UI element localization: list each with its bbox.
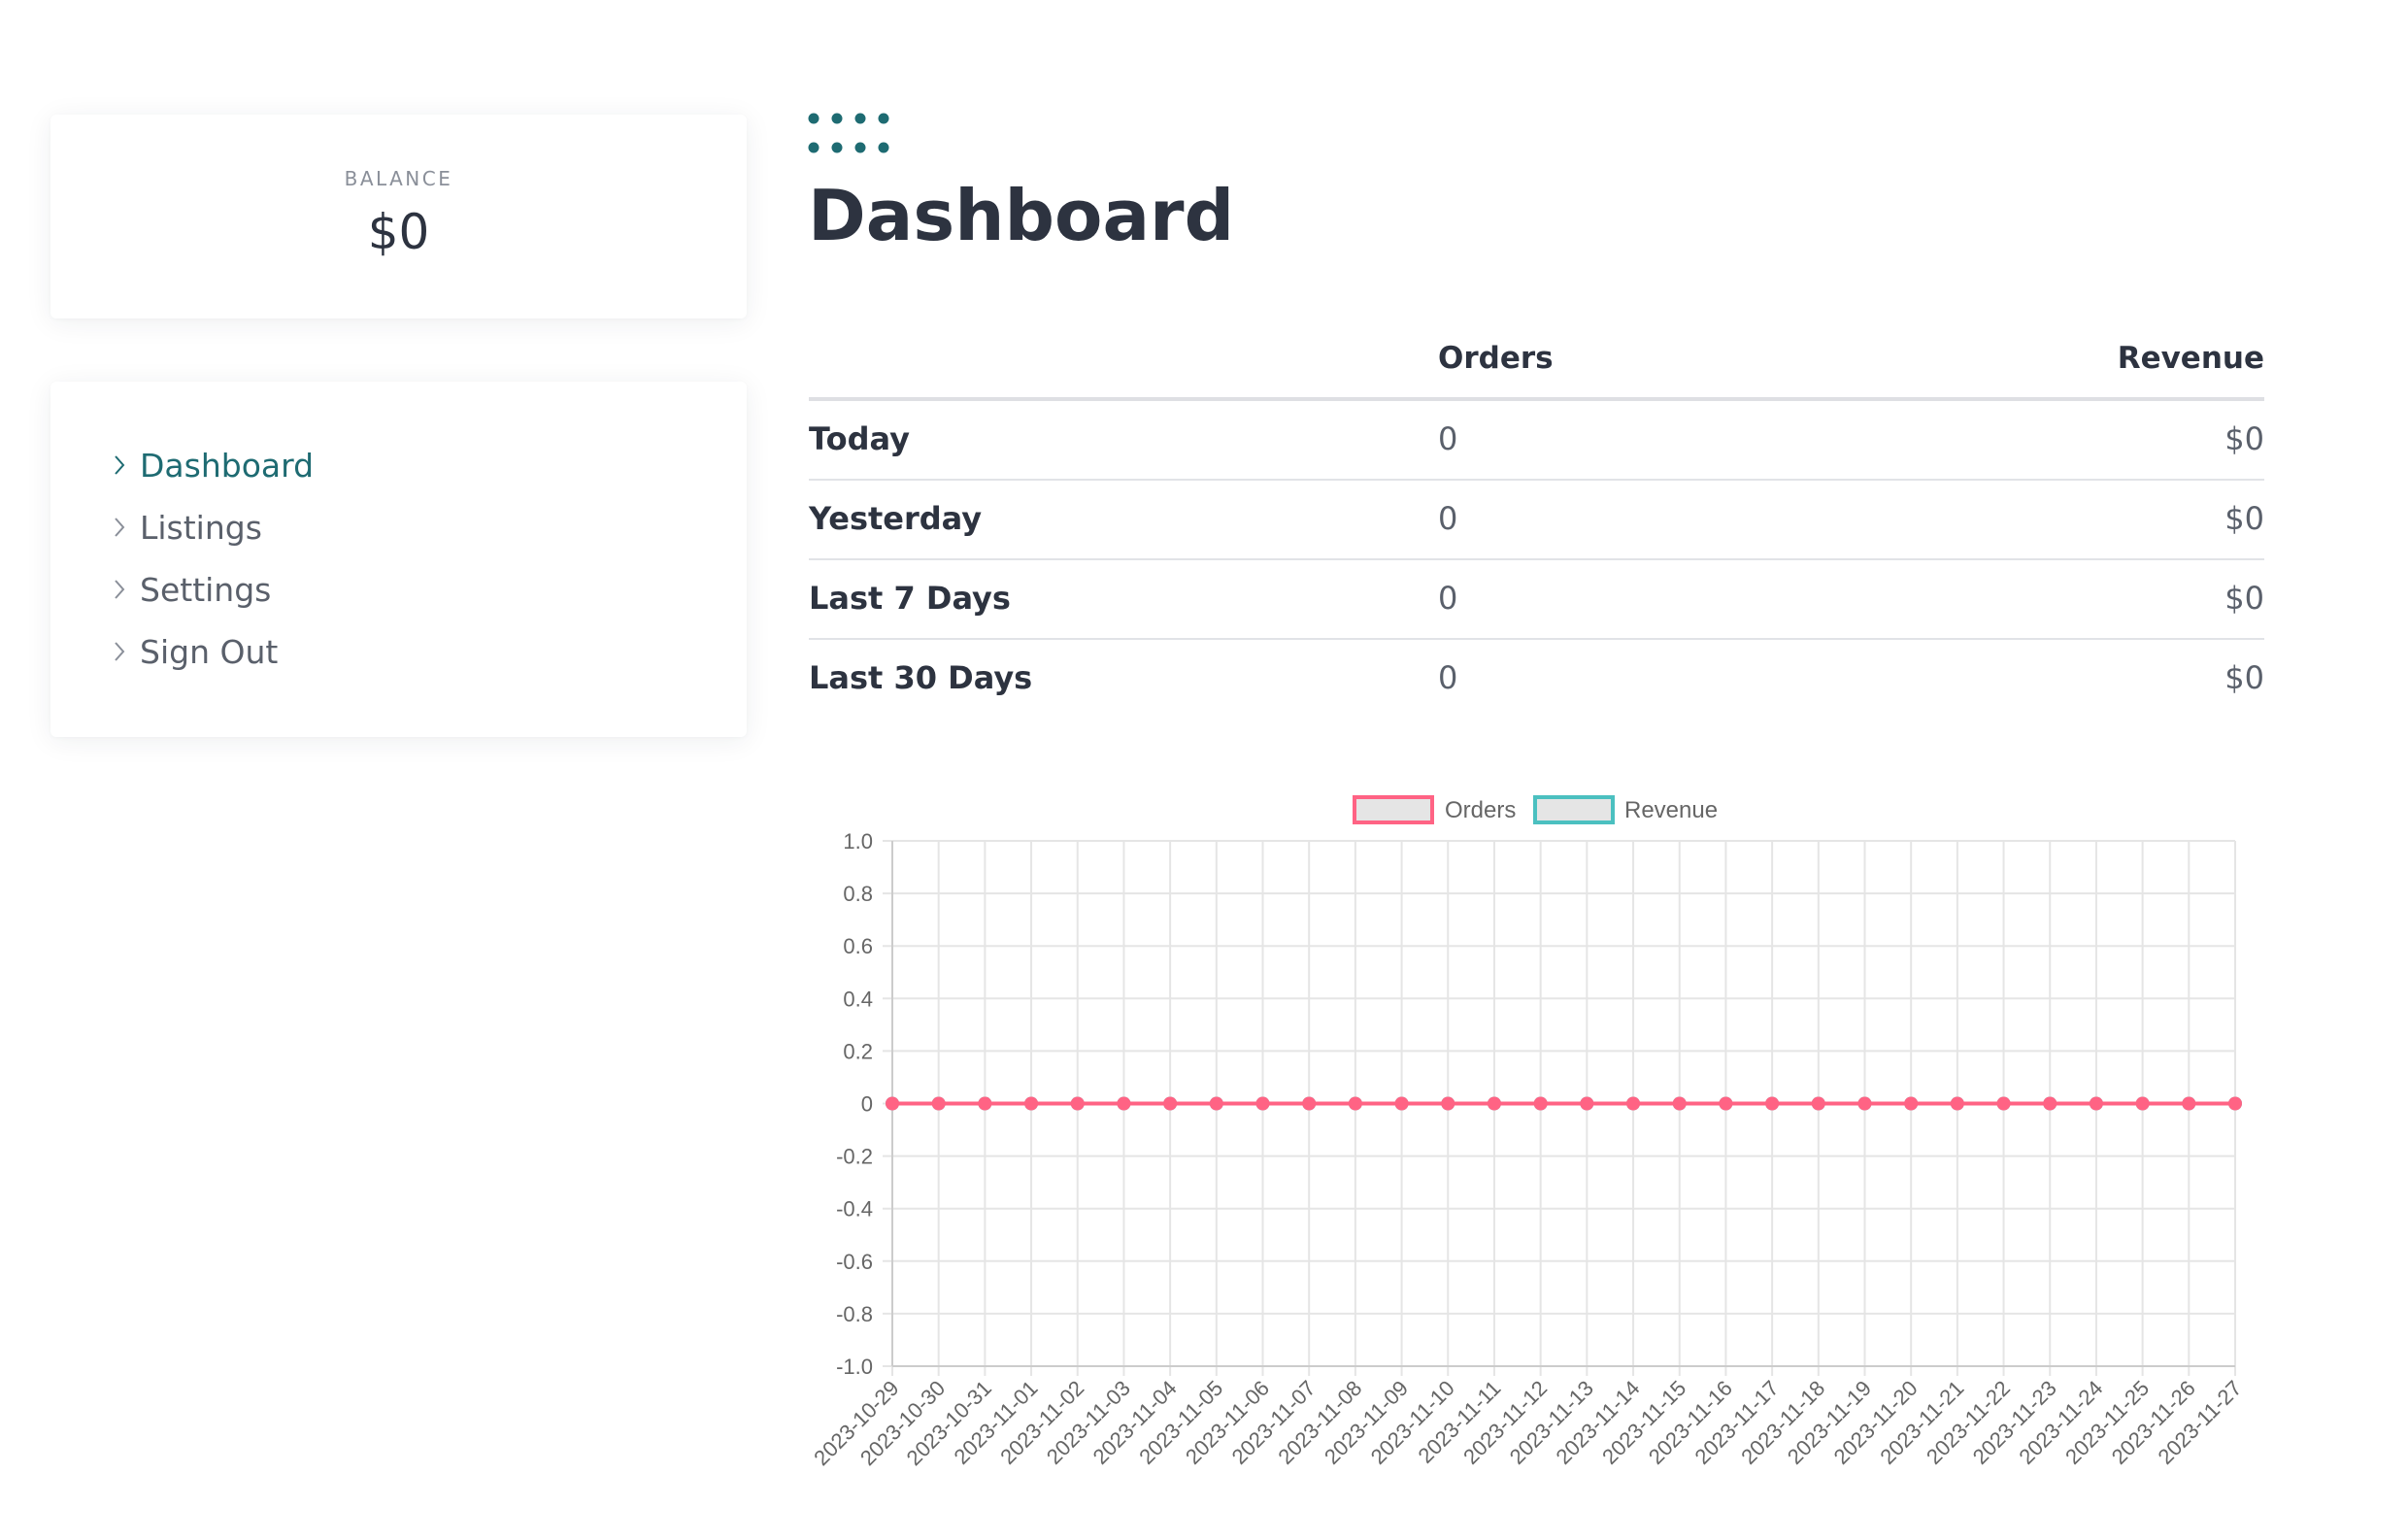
y-tick-label: -0.6 bbox=[836, 1250, 873, 1274]
data-point-orders bbox=[1719, 1096, 1733, 1111]
row-label: Last 7 Days bbox=[809, 580, 1011, 617]
sidebar-item-settings[interactable]: Settings bbox=[113, 565, 271, 614]
data-point-orders bbox=[1765, 1096, 1780, 1111]
row-orders: 0 bbox=[1438, 659, 1458, 696]
data-point-orders bbox=[1857, 1096, 1872, 1111]
sidebar-item-label: Sign Out bbox=[140, 632, 279, 671]
sidebar-item-dashboard[interactable]: Dashboard bbox=[113, 441, 314, 489]
row-orders: 0 bbox=[1438, 500, 1458, 537]
sidebar-item-label: Listings bbox=[140, 508, 262, 547]
row-revenue: $0 bbox=[2224, 500, 2264, 537]
data-point-orders bbox=[1163, 1096, 1178, 1111]
chevron-right-icon bbox=[115, 580, 125, 599]
data-point-orders bbox=[2182, 1096, 2196, 1111]
row-label: Yesterday bbox=[809, 500, 983, 537]
sidebar-item-sign-out[interactable]: Sign Out bbox=[113, 627, 278, 676]
row-revenue: $0 bbox=[2224, 659, 2264, 696]
data-point-orders bbox=[1904, 1096, 1919, 1111]
legend-swatch-revenue bbox=[1533, 795, 1615, 824]
table-row: Last 7 Days 0 $0 bbox=[809, 560, 2264, 640]
row-label: Today bbox=[809, 420, 910, 457]
y-tick-label: 1.0 bbox=[843, 829, 873, 854]
balance-value: $0 bbox=[367, 204, 430, 260]
y-tick-label: -0.4 bbox=[836, 1197, 873, 1222]
table-row: Today 0 $0 bbox=[809, 401, 2264, 481]
data-point-orders bbox=[2089, 1096, 2103, 1111]
data-point-orders bbox=[1811, 1096, 1825, 1111]
data-point-orders bbox=[1487, 1096, 1501, 1111]
y-tick-label: -0.8 bbox=[836, 1302, 873, 1326]
legend-label-revenue: Revenue bbox=[1624, 797, 1718, 823]
balance-label: BALANCE bbox=[344, 167, 453, 190]
y-tick-label: 0.4 bbox=[843, 987, 873, 1011]
table-row: Yesterday 0 $0 bbox=[809, 481, 2264, 560]
balance-card: BALANCE $0 bbox=[50, 115, 747, 318]
data-point-orders bbox=[931, 1096, 946, 1111]
chevron-right-icon bbox=[115, 642, 125, 661]
data-point-orders bbox=[1024, 1096, 1039, 1111]
data-point-orders bbox=[1348, 1096, 1362, 1111]
chevron-right-icon bbox=[115, 518, 125, 537]
row-orders: 0 bbox=[1438, 580, 1458, 617]
decorative-dots-icon bbox=[808, 113, 889, 153]
data-point-orders bbox=[1394, 1096, 1409, 1111]
table-row: Last 30 Days 0 $0 bbox=[809, 640, 2264, 718]
data-point-orders bbox=[2135, 1096, 2150, 1111]
y-tick-label: -1.0 bbox=[836, 1355, 873, 1379]
data-point-orders bbox=[1672, 1096, 1687, 1111]
row-revenue: $0 bbox=[2224, 420, 2264, 457]
data-point-orders bbox=[2043, 1096, 2057, 1111]
y-tick-label: 0 bbox=[861, 1092, 873, 1117]
data-point-orders bbox=[1950, 1096, 1964, 1111]
data-point-orders bbox=[1302, 1096, 1317, 1111]
data-point-orders bbox=[886, 1096, 899, 1111]
stats-table-header: Orders Revenue bbox=[809, 335, 2264, 401]
sidebar-item-listings[interactable]: Listings bbox=[113, 503, 262, 552]
y-tick-label: 0.6 bbox=[843, 934, 873, 958]
data-point-orders bbox=[1209, 1096, 1223, 1111]
stats-table: Orders Revenue Today 0 $0 Yesterday 0 $0… bbox=[809, 335, 2264, 718]
row-orders: 0 bbox=[1438, 420, 1458, 457]
legend-label-orders: Orders bbox=[1445, 797, 1516, 823]
row-revenue: $0 bbox=[2224, 580, 2264, 617]
data-point-orders bbox=[1117, 1096, 1131, 1111]
sidebar-item-label: Dashboard bbox=[140, 446, 315, 485]
data-point-orders bbox=[1441, 1096, 1455, 1111]
data-point-orders bbox=[1996, 1096, 2011, 1111]
sidebar-nav: Dashboard Listings Settings Sign Out bbox=[50, 382, 747, 737]
y-tick-label: 0.2 bbox=[843, 1039, 873, 1063]
header-revenue: Revenue bbox=[2117, 341, 2264, 376]
header-orders: Orders bbox=[1438, 341, 1554, 376]
y-tick-label: 0.8 bbox=[843, 882, 873, 906]
row-label: Last 30 Days bbox=[809, 659, 1033, 696]
legend-swatch-orders bbox=[1353, 795, 1434, 824]
data-point-orders bbox=[1626, 1096, 1641, 1111]
data-point-orders bbox=[1070, 1096, 1085, 1111]
sidebar-item-label: Settings bbox=[140, 570, 272, 609]
data-point-orders bbox=[1533, 1096, 1548, 1111]
data-point-orders bbox=[1580, 1096, 1594, 1111]
page-title: Dashboard bbox=[808, 175, 1235, 256]
data-point-orders bbox=[1255, 1096, 1270, 1111]
chevron-right-icon bbox=[115, 455, 125, 475]
data-point-orders bbox=[978, 1096, 992, 1111]
data-point-orders bbox=[2228, 1096, 2242, 1111]
y-tick-label: -0.2 bbox=[836, 1145, 873, 1169]
